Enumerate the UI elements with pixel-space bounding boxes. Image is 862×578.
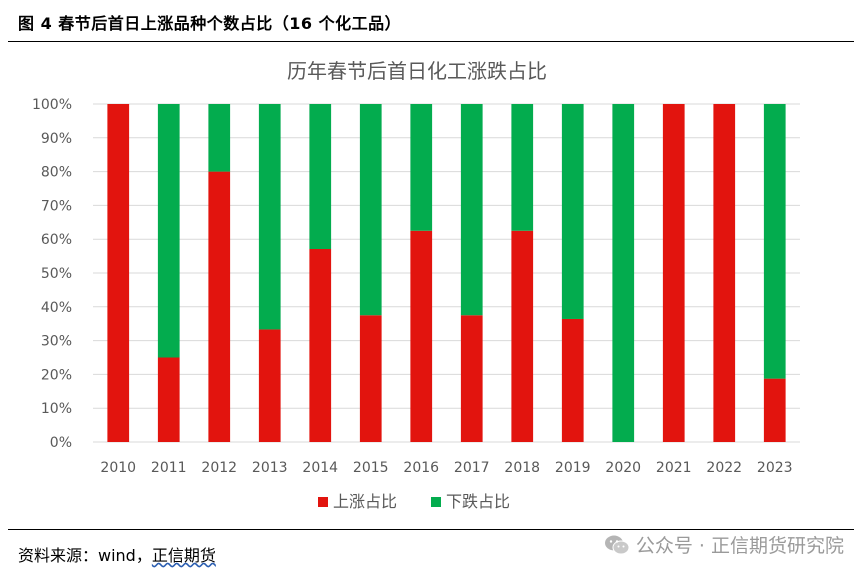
x-axis-tick-labels: 2010 2011 2012 2013 2014 2015 2016 2017 2018 2019… [100, 460, 792, 476]
y-axis-tick-labels: 0% 10% 20% 30% 40% 50% 60% 70% 80% 90% 100% [32, 97, 72, 451]
bar-fall-2023 [763, 104, 786, 379]
y-tick-label: 70% [41, 198, 72, 214]
wechat-icon [604, 535, 630, 554]
x-tick-label: 2017 [454, 460, 490, 476]
bar-rise-2016 [410, 230, 433, 442]
bar-fall-2017 [460, 104, 483, 316]
legend-label: 下跌占比 [446, 492, 510, 511]
chart-area: 历年春节后首日化工涨跌占比 0% 10% 20% 30% 40% 50% 60% 70% 80%… [0, 42, 862, 532]
bar-rise-2019 [561, 318, 584, 442]
stacked-bar-chart: 历年春节后首日化工涨跌占比 0% 10% 20% 30% 40% 50% 60% 70% 80%… [32, 59, 800, 511]
x-tick-label: 2014 [302, 460, 338, 476]
x-tick-label: 2021 [656, 460, 692, 476]
bar-rise-2017 [460, 315, 483, 442]
x-tick-label: 2012 [201, 460, 237, 476]
y-tick-label: 90% [41, 131, 72, 147]
bar-rise-2013 [258, 329, 281, 442]
y-tick-label: 20% [41, 367, 72, 383]
bar-fall-2018 [511, 104, 534, 231]
bar-rise-2014 [309, 249, 332, 442]
x-tick-label: 2010 [100, 460, 136, 476]
source-prefix: 资料来源：wind， [18, 546, 152, 565]
y-tick-label: 80% [41, 165, 72, 181]
bar-fall-2013 [258, 104, 281, 330]
legend-swatch [318, 497, 328, 507]
figure-caption: 图 4 春节后首日上涨品种个数占比（16 个化工品） [18, 14, 402, 33]
source-note: 资料来源：wind，正信期货 [18, 542, 216, 566]
bar-fall-2015 [359, 104, 382, 316]
bar-fall-2012 [208, 104, 231, 172]
y-tick-label: 10% [41, 401, 72, 417]
x-tick-label: 2011 [151, 460, 187, 476]
bar-fall-2019 [561, 104, 584, 319]
figure-header: 图 4 春节后首日上涨品种个数占比（16 个化工品） [8, 0, 854, 42]
gridlines [93, 103, 800, 443]
bar-rise-2021 [662, 104, 685, 442]
bar-rise-2015 [359, 315, 382, 442]
y-tick-label: 0% [50, 435, 72, 451]
y-tick-label: 40% [41, 300, 72, 316]
bar-rise-2023 [763, 378, 786, 442]
legend-label: 上涨占比 [333, 492, 397, 511]
y-tick-label: 60% [41, 232, 72, 248]
x-tick-label: 2022 [706, 460, 742, 476]
source-name-link[interactable]: 正信期货 [151, 546, 216, 565]
bar-fall-2014 [309, 104, 332, 250]
bar-fall-2020 [612, 104, 635, 442]
bar-rise-2011 [157, 357, 180, 442]
watermark: 公众号 · 正信期货研究院 [604, 531, 844, 558]
bar-rise-2010 [107, 104, 130, 442]
y-tick-label: 30% [41, 334, 72, 350]
legend: 上涨占比 下跌占比 [318, 492, 510, 511]
bar-fall-2016 [410, 104, 433, 231]
x-tick-label: 2013 [252, 460, 288, 476]
x-tick-label: 2020 [605, 460, 641, 476]
bar-fall-2011 [157, 104, 180, 358]
bars [107, 104, 786, 442]
bar-rise-2012 [208, 171, 231, 442]
legend-swatch [431, 497, 441, 507]
figure-footer: 资料来源：wind，正信期货 公众号 · 正信期货研究院 [8, 529, 854, 578]
watermark-text: 公众号 · 正信期货研究院 [635, 535, 844, 557]
x-tick-label: 2019 [555, 460, 591, 476]
bar-rise-2022 [713, 104, 736, 442]
bar-rise-2018 [511, 230, 534, 442]
x-tick-label: 2016 [403, 460, 439, 476]
x-tick-label: 2018 [504, 460, 540, 476]
x-tick-label: 2015 [353, 460, 389, 476]
chart-title: 历年春节后首日化工涨跌占比 [287, 59, 547, 83]
y-tick-label: 100% [32, 97, 72, 113]
y-tick-label: 50% [41, 266, 72, 282]
x-tick-label: 2023 [757, 460, 793, 476]
